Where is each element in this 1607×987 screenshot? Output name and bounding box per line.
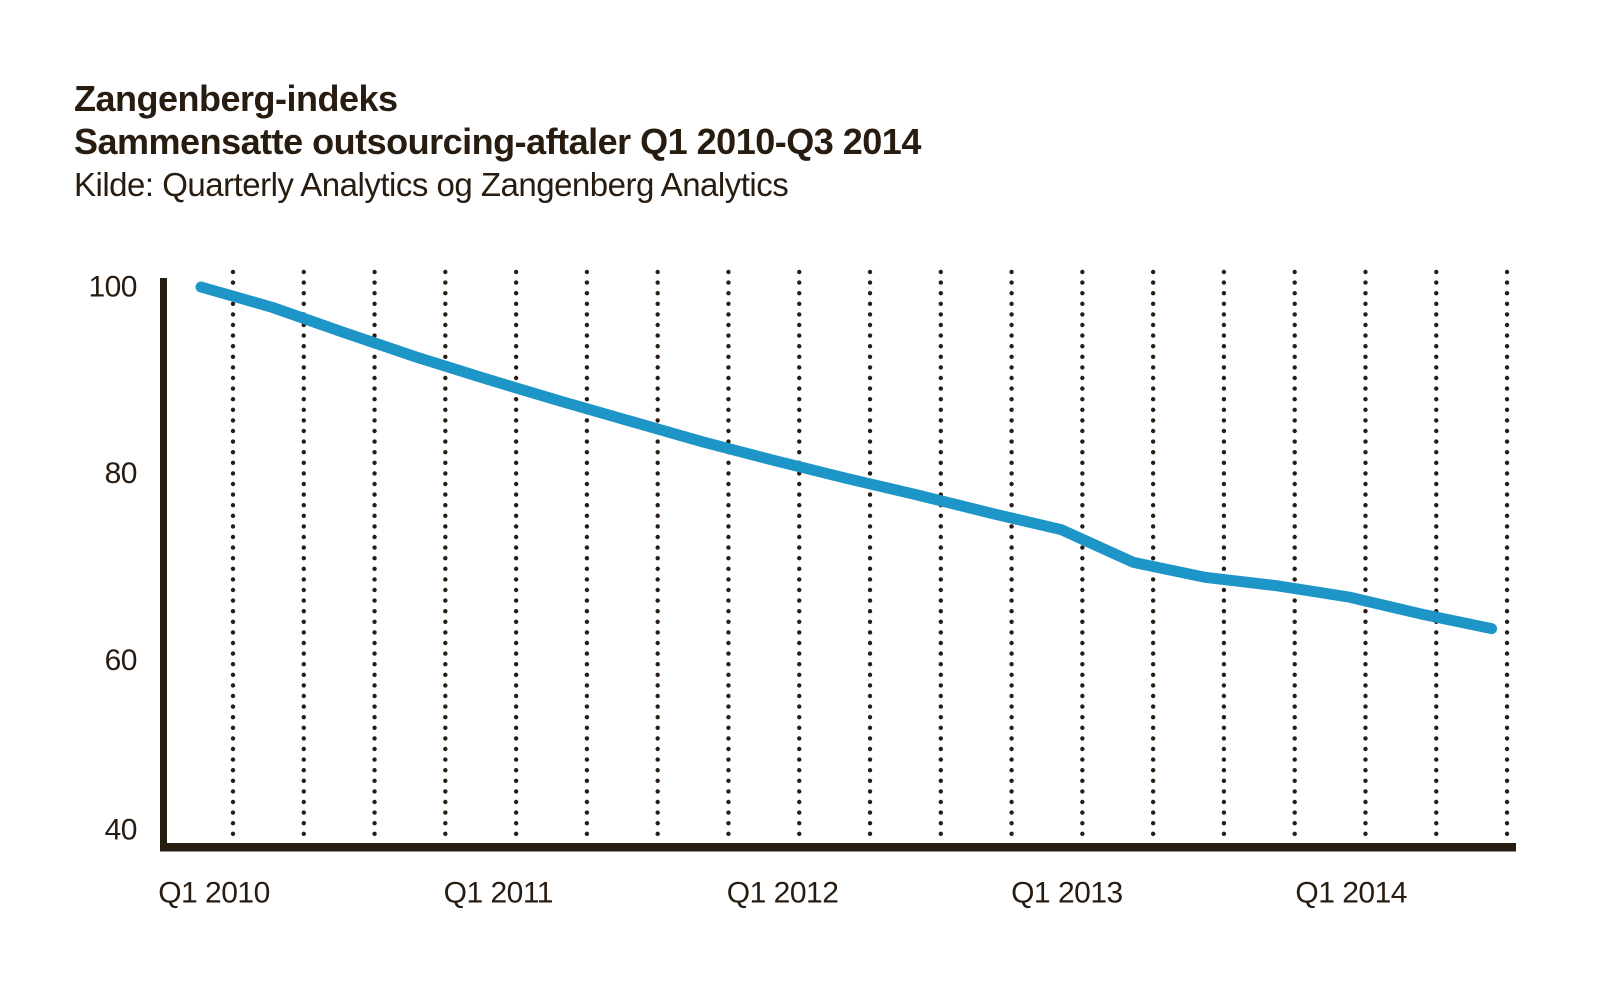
y-tick-label: 80 — [105, 457, 137, 490]
x-tick-label: Q1 2012 — [727, 877, 839, 910]
x-tick-label: Q1 2011 — [444, 877, 553, 910]
index-line-series — [195, 281, 1498, 635]
y-tick-label: 40 — [105, 814, 137, 847]
x-axis-line — [160, 843, 1516, 852]
y-axis-line — [160, 278, 167, 851]
chart-source: Kilde: Quarterly Analytics og Zangenberg… — [74, 166, 789, 203]
chart-title: Zangenberg-indeks — [74, 78, 398, 119]
x-tick-label: Q1 2013 — [1011, 877, 1123, 910]
y-tick-label: 60 — [105, 644, 137, 677]
y-tick-label: 100 — [88, 271, 137, 304]
x-tick-label: Q1 2014 — [1295, 877, 1407, 910]
chart-subtitle: Sammensatte outsourcing-aftaler Q1 2010-… — [74, 121, 921, 162]
x-tick-label: Q1 2010 — [158, 877, 270, 910]
